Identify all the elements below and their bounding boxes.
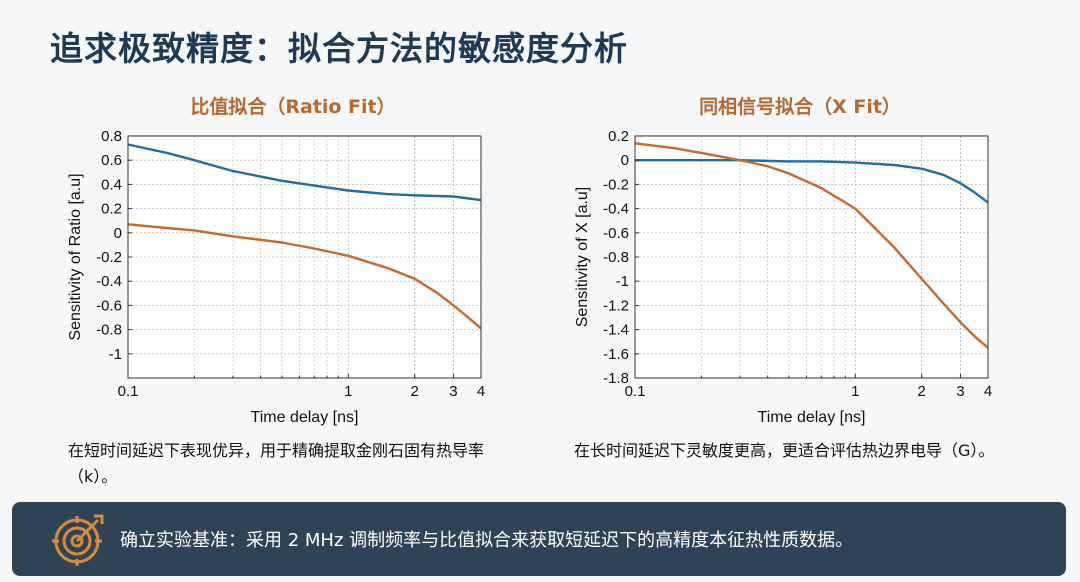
y-tick-label: -0.2 xyxy=(603,176,629,193)
y-tick-label: 0.2 xyxy=(101,201,122,218)
y-tick-label: -0.4 xyxy=(96,273,122,290)
y-tick-label: -0.6 xyxy=(96,297,122,314)
x-tick-label: 4 xyxy=(984,383,992,400)
y-tick-label: -1 xyxy=(109,346,122,363)
y-tick-label: 0.6 xyxy=(101,152,122,169)
target-icon xyxy=(52,514,104,566)
y-tick-label: -1.4 xyxy=(603,322,629,339)
y-tick-label: -1 xyxy=(616,273,629,290)
y-axis-label: Sensitivity of Ratio [a.u] xyxy=(67,173,84,340)
ratio-fit-caption: 在短时间延迟下表现优异，用于精确提取金刚石固有热导率（k）。 xyxy=(68,441,485,486)
x-tick-label: 3 xyxy=(956,383,964,400)
y-tick-label: 0.2 xyxy=(608,128,629,145)
y-tick-label: -0.2 xyxy=(96,249,122,266)
y-tick-label: -0.8 xyxy=(96,322,122,339)
x-fit-chart: 同相信号拟合（X Fit） 0.2 0 -0.2 -0.4 -0.6 -0.8 -1 -1.2… xyxy=(565,88,1035,433)
x-fit-plot: 0.2 0 -0.2 -0.4 -0.6 -0.8 -1 -1.2 -1.4 -1.6 -1.80.… xyxy=(574,128,992,426)
x-axis-label: Time delay [ns] xyxy=(251,409,359,426)
series-line-0 xyxy=(127,143,482,202)
page-title: 追求极致精度：拟合方法的敏感度分析 xyxy=(50,29,628,68)
x-tick-label: 3 xyxy=(449,383,457,400)
chart-title-ratio: 比值拟合（Ratio Fit） xyxy=(190,96,396,118)
x-tick-label: 2 xyxy=(410,383,418,400)
y-tick-label: 0 xyxy=(114,225,122,242)
y-tick-label: 0.4 xyxy=(101,176,122,193)
x-tick-label: 0.1 xyxy=(625,383,646,400)
y-tick-label: -1.2 xyxy=(603,297,629,314)
x-fit-caption: 在长时间延迟下灵敏度更高，更适合评估热边界电导（G）。 xyxy=(574,441,995,460)
banner-text: 确立实验基准：采用 2 MHz 调制频率与比值拟合来获取短延迟下的高精度本征热性… xyxy=(120,530,854,551)
x-tick-label: 0.1 xyxy=(118,383,139,400)
x-tick-label: 1 xyxy=(344,383,352,400)
conclusion-banner: 确立实验基准：采用 2 MHz 调制频率与比值拟合来获取短延迟下的高精度本征热性… xyxy=(12,502,1066,576)
x-tick-label: 4 xyxy=(477,383,485,400)
y-tick-label: 0.8 xyxy=(101,128,122,145)
series-line-1 xyxy=(634,142,989,349)
y-tick-label: -0.8 xyxy=(603,249,629,266)
y-tick-label: -1.6 xyxy=(603,346,629,363)
ratio-fit-plot: 0.8 0.6 0.4 0.2 0 -0.2 -0.4 -0.6 -0.8 -1 0.1 1 2 3 4 Ti… xyxy=(67,128,485,426)
ratio-fit-chart: 比值拟合（Ratio Fit） 0.8 0.6 0.4 0.2 0 -0.2 -0.4 -0.… xyxy=(58,88,528,433)
y-axis-label: Sensitivity of X [a.u] xyxy=(574,187,591,328)
x-tick-label: 2 xyxy=(917,383,925,400)
x-axis-label: Time delay [ns] xyxy=(758,409,866,426)
chart-title-x: 同相信号拟合（X Fit） xyxy=(699,96,901,118)
y-tick-label: -0.6 xyxy=(603,225,629,242)
y-tick-label: -1.8 xyxy=(603,370,629,387)
y-tick-label: 0 xyxy=(621,152,629,169)
y-tick-label: -0.4 xyxy=(603,201,629,218)
series-line-1 xyxy=(127,223,482,330)
x-tick-label: 1 xyxy=(851,383,859,400)
